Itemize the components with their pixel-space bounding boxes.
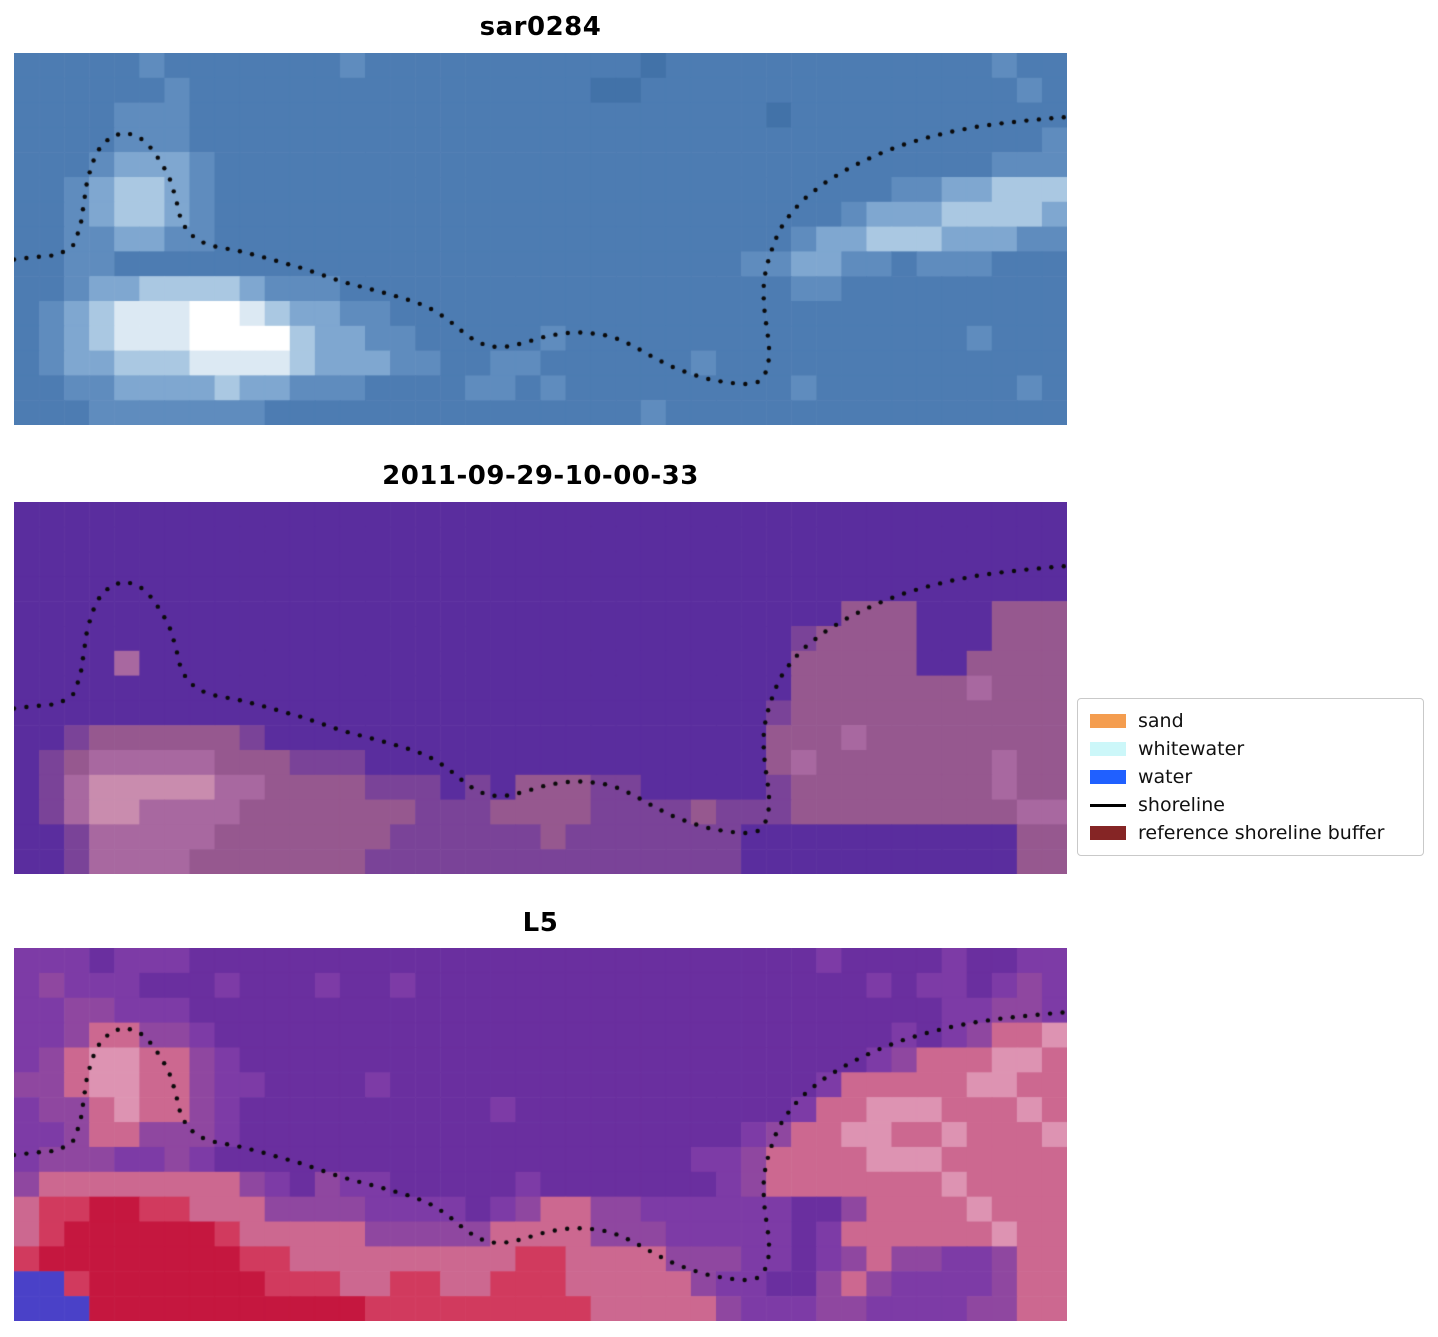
legend-label-reference-shoreline-buffer: reference shoreline buffer (1138, 822, 1385, 844)
legend-label-shoreline: shoreline (1138, 794, 1225, 816)
legend-item-reference-shoreline-buffer: reference shoreline buffer (1090, 820, 1411, 847)
panel-title-datetime: 2011-09-29-10-00-33 (382, 461, 699, 491)
panel-title-sar0284: sar0284 (479, 12, 602, 42)
shoreline-line-swatch (1090, 803, 1126, 807)
legend-item-sand: sand (1090, 708, 1411, 735)
legend: sand whitewater water shoreline referenc… (1077, 698, 1424, 856)
reference-shoreline-buffer-color-swatch (1090, 826, 1126, 840)
legend-item-shoreline: shoreline (1090, 792, 1411, 819)
legend-item-water: water (1090, 764, 1411, 791)
l5-image-panel (14, 948, 1067, 1321)
legend-label-whitewater: whitewater (1138, 738, 1245, 760)
sand-color-swatch (1090, 714, 1126, 728)
legend-label-sand: sand (1138, 710, 1184, 732)
whitewater-color-swatch (1090, 742, 1126, 756)
sar-image-panel (14, 53, 1067, 425)
legend-item-whitewater: whitewater (1090, 736, 1411, 763)
panel-title-l5: L5 (522, 908, 559, 938)
classification-image-panel (14, 502, 1067, 874)
water-color-swatch (1090, 770, 1126, 784)
legend-label-water: water (1138, 766, 1193, 788)
